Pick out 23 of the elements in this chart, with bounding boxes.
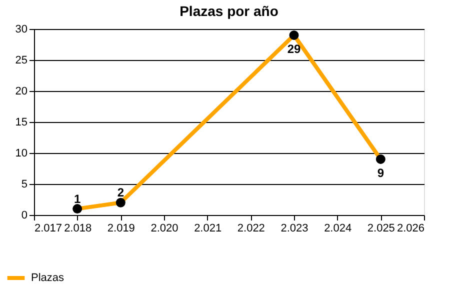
y-tick-label: 30 [15,24,28,36]
x-tick-label: 2.017 [34,222,62,234]
x-tick-label: 2.023 [280,222,308,234]
x-tick-label: 2.019 [107,222,135,234]
y-tick-label: 5 [21,178,28,190]
x-tick-label: 2.026 [396,222,424,234]
x-tick-label: 2.022 [237,222,265,234]
y-tick-label: 10 [15,148,28,160]
x-tick-label: 2.018 [64,222,92,234]
chart-title: Plazas por año [180,3,278,19]
data-label: 9 [377,166,384,180]
data-label: 29 [287,42,301,56]
x-tick-label: 2.020 [150,222,178,234]
y-tick-label: 25 [15,54,28,66]
x-tick-label: 2.025 [367,222,395,234]
x-tick-label: 2.021 [194,222,222,234]
x-tick-label: 2.024 [324,222,352,234]
y-tick-label: 0 [21,210,28,222]
y-tick-label: 20 [15,86,28,98]
legend-label: Plazas [31,272,65,284]
data-label: 2 [117,186,124,200]
data-label: 1 [74,192,81,206]
y-tick-label: 15 [15,116,28,128]
